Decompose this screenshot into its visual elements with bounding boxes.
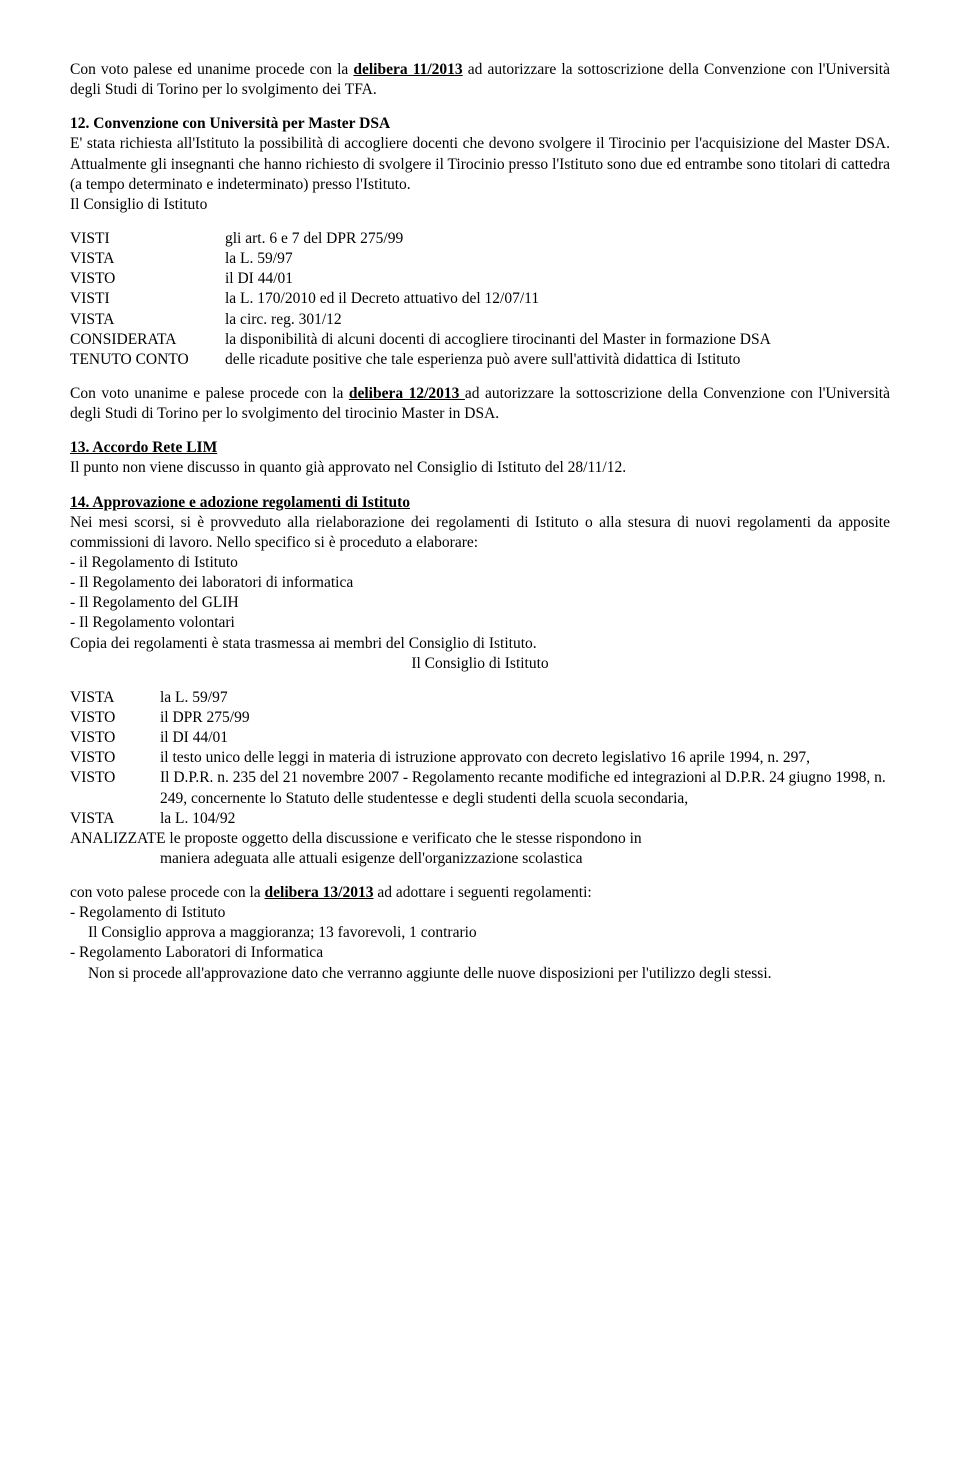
delibera-13-pre: con voto palese procede con la (70, 884, 265, 901)
section-14-council: Il Consiglio di Istituto (70, 654, 890, 674)
reg-2-sub: Non si procede all'approvazione dato che… (70, 964, 890, 984)
list-row: VISTOil DI 44/01 (70, 728, 890, 748)
list-row: TENUTO CONTOdelle ricadute positive che … (70, 350, 890, 370)
list-value: la L. 170/2010 ed il Decreto attuativo d… (225, 289, 890, 309)
list-value: la L. 104/92 (160, 809, 890, 829)
list-value: delle ricadute positive che tale esperie… (225, 350, 890, 370)
section-14-body2: Copia dei regolamenti è stata trasmessa … (70, 634, 890, 654)
list-value: gli art. 6 e 7 del DPR 275/99 (225, 229, 890, 249)
list-label: VISTA (70, 809, 160, 829)
list-label: VISTO (70, 708, 160, 728)
list-value: la L. 59/97 (225, 249, 890, 269)
list-value: la circ. reg. 301/12 (225, 310, 890, 330)
list-row: VISTAla L. 104/92 (70, 809, 890, 829)
list-row: VISTOil DPR 275/99 (70, 708, 890, 728)
list-value: il DI 44/01 (160, 728, 890, 748)
intro-pre: Con voto palese ed unanime procede con l… (70, 61, 353, 78)
delibera-12-pre: Con voto unanime e palese procede con la (70, 385, 349, 402)
list-value: il DI 44/01 (225, 269, 890, 289)
list-label: VISTO (70, 728, 160, 748)
list-row: VISTIla L. 170/2010 ed il Decreto attuat… (70, 289, 890, 309)
delibera-12: delibera 12/2013 (349, 385, 465, 402)
delibera-13-paragraph: con voto palese procede con la delibera … (70, 883, 890, 903)
list-label: VISTA (70, 688, 160, 708)
list-row: VISTAla circ. reg. 301/12 (70, 310, 890, 330)
list-value: Il D.P.R. n. 235 del 21 novembre 2007 - … (160, 768, 890, 808)
list-row: VISTOil testo unico delle leggi in mater… (70, 748, 890, 768)
list-label: TENUTO CONTO (70, 350, 225, 370)
section-14-list: VISTAla L. 59/97VISTOil DPR 275/99VISTOi… (70, 688, 890, 829)
section-14-items: - il Regolamento di Istituto- Il Regolam… (70, 553, 890, 634)
section-14-title: 14. Approvazione e adozione regolamenti … (70, 493, 890, 513)
section-12-title: 12. Convenzione con Università per Maste… (70, 114, 890, 134)
analizzate-line1: ANALIZZATE le proposte oggetto della dis… (70, 829, 890, 849)
section-12-list: VISTIgli art. 6 e 7 del DPR 275/99VISTAl… (70, 229, 890, 370)
section-13-title: 13. Accordo Rete LIM (70, 438, 890, 458)
list-row: VISTIgli art. 6 e 7 del DPR 275/99 (70, 229, 890, 249)
delibera-13-post: ad adottare i seguenti regolamenti: (373, 884, 591, 901)
reg-2: - Regolamento Laboratori di Informatica (70, 943, 890, 963)
section-12-council: Il Consiglio di Istituto (70, 195, 890, 215)
list-label: VISTI (70, 229, 225, 249)
list-row: VISTOIl D.P.R. n. 235 del 21 novembre 20… (70, 768, 890, 808)
section-13-body: Il punto non viene discusso in quanto gi… (70, 458, 890, 478)
list-value: la disponibilità di alcuni docenti di ac… (225, 330, 890, 350)
list-label: VISTO (70, 269, 225, 289)
list-item: - il Regolamento di Istituto (70, 553, 890, 573)
list-row: VISTAla L. 59/97 (70, 688, 890, 708)
list-item: - Il Regolamento volontari (70, 613, 890, 633)
list-row: VISTOil DI 44/01 (70, 269, 890, 289)
delibera-12-paragraph: Con voto unanime e palese procede con la… (70, 384, 890, 424)
list-value: la L. 59/97 (160, 688, 890, 708)
reg-1: - Regolamento di Istituto (70, 903, 890, 923)
list-row: VISTAla L. 59/97 (70, 249, 890, 269)
list-row: CONSIDERATAla disponibilità di alcuni do… (70, 330, 890, 350)
list-label: VISTO (70, 768, 160, 808)
list-label: VISTA (70, 249, 225, 269)
delibera-11: delibera 11/2013 (353, 61, 462, 78)
list-value: il testo unico delle leggi in materia di… (160, 748, 890, 768)
analizzate-line2: maniera adeguata alle attuali esigenze d… (70, 849, 890, 869)
list-label: VISTO (70, 748, 160, 768)
reg-1-sub: Il Consiglio approva a maggioranza; 13 f… (70, 923, 890, 943)
list-label: VISTA (70, 310, 225, 330)
delibera-13: delibera 13/2013 (265, 884, 374, 901)
intro-paragraph: Con voto palese ed unanime procede con l… (70, 60, 890, 100)
list-label: VISTI (70, 289, 225, 309)
list-label: CONSIDERATA (70, 330, 225, 350)
section-14-body1: Nei mesi scorsi, si è provveduto alla ri… (70, 513, 890, 553)
list-item: - Il Regolamento dei laboratori di infor… (70, 573, 890, 593)
list-item: - Il Regolamento del GLIH (70, 593, 890, 613)
list-value: il DPR 275/99 (160, 708, 890, 728)
section-12-body: E' stata richiesta all'Istituto la possi… (70, 134, 890, 194)
